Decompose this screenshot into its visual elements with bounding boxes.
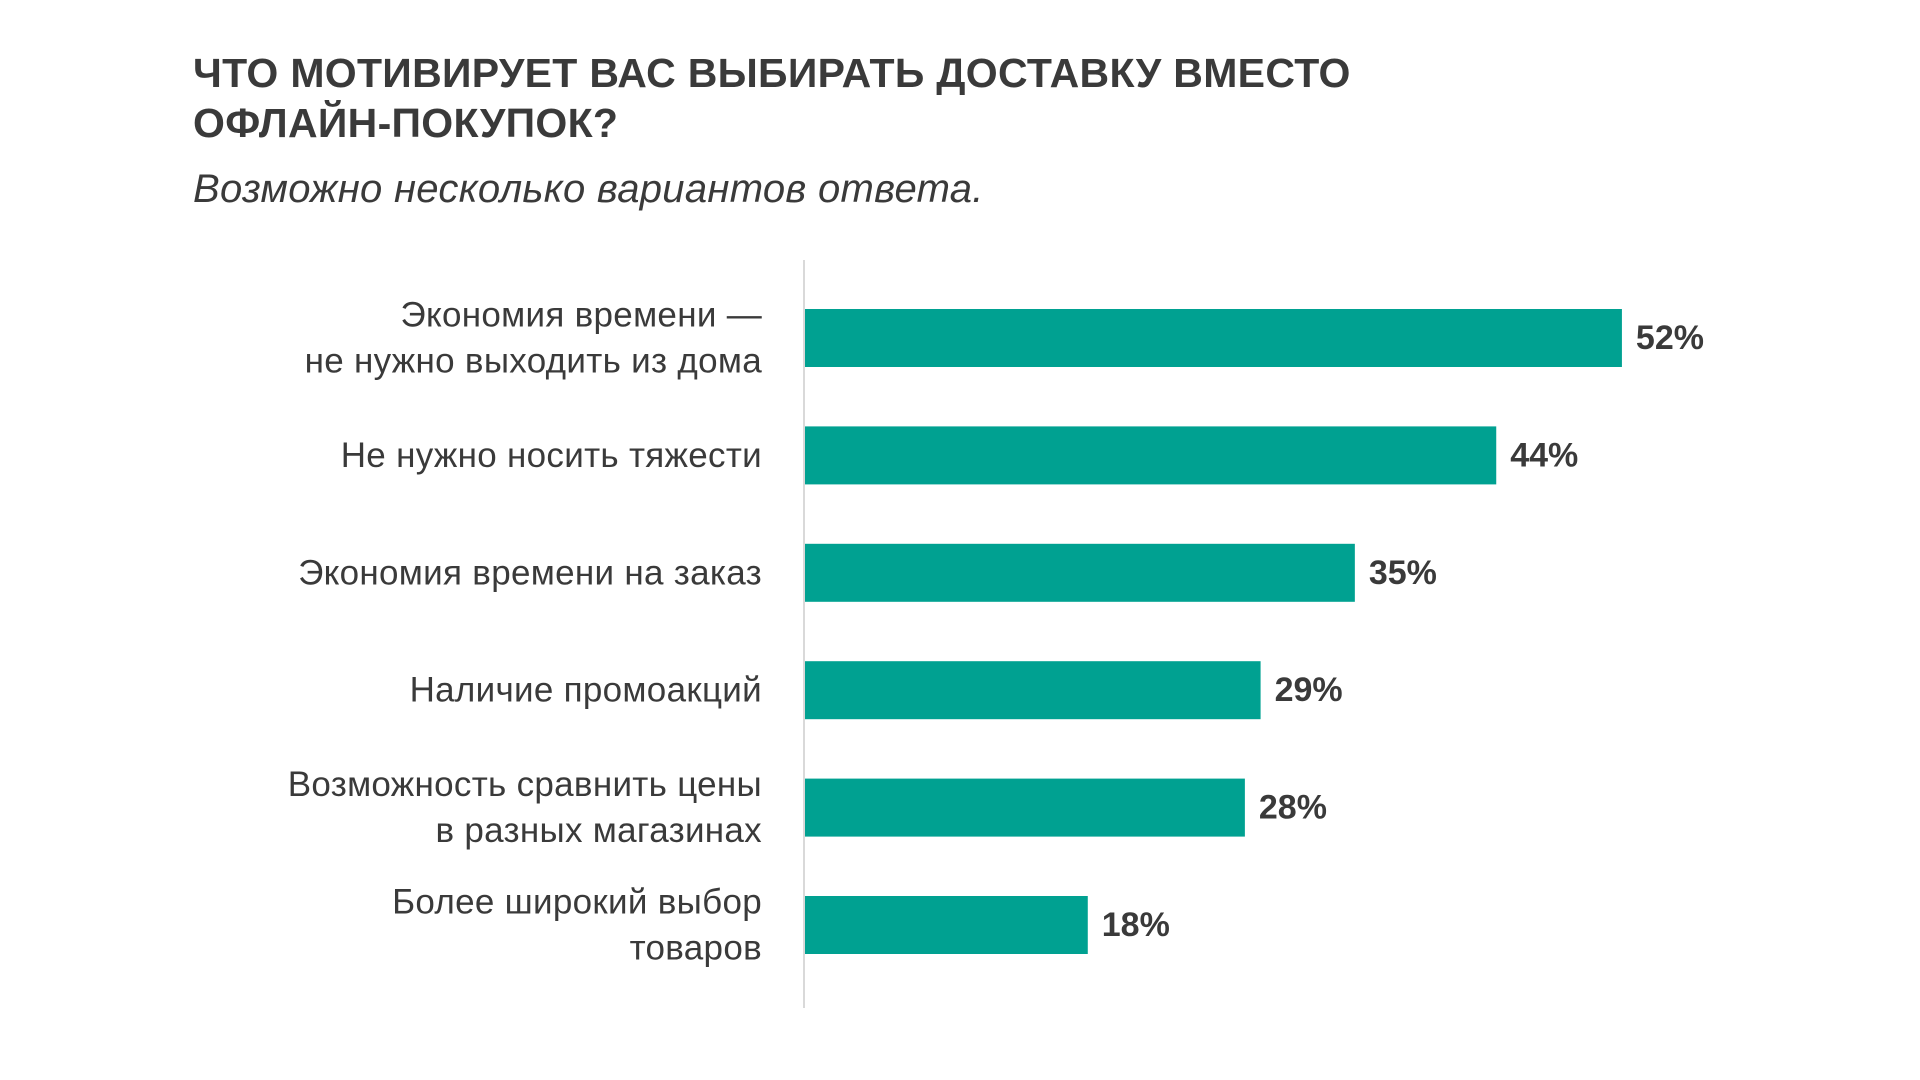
- category-label-6-line-2: товаров: [630, 929, 762, 968]
- category-label-5-line-2: в разных магазинах: [435, 811, 762, 850]
- chart-title-line-1: ЧТО МОТИВИРУЕТ ВАС ВЫБИРАТЬ ДОСТАВКУ ВМЕ…: [193, 50, 1351, 96]
- category-label-6: Более широкий выбор товаров: [392, 883, 762, 968]
- category-label-5-line-1: Возможность сравнить цены: [288, 765, 762, 804]
- value-label-1: 52%: [1636, 319, 1704, 357]
- bar-1: [805, 309, 1622, 367]
- value-label-6: 18%: [1102, 906, 1170, 944]
- category-label-2-line-1: Не нужно носить тяжести: [341, 436, 762, 475]
- chart-title: ЧТО МОТИВИРУЕТ ВАС ВЫБИРАТЬ ДОСТАВКУ ВМЕ…: [193, 48, 1593, 148]
- bar-5: [805, 778, 1245, 837]
- category-label-5: Возможность сравнить цены в разных магази…: [288, 765, 762, 850]
- bar-2: [805, 426, 1497, 485]
- category-label-6-line-1: Более широкий выбор: [392, 883, 762, 922]
- category-label-3: Экономия времени на заказ: [298, 553, 762, 592]
- value-label-4: 29%: [1275, 671, 1343, 709]
- category-label-1-line-2: не нужно выходить из дома: [305, 342, 763, 381]
- bar-6: [805, 896, 1088, 954]
- bar-3: [805, 543, 1355, 602]
- category-label-1: Экономия времени — не нужно выходить из д…: [305, 296, 763, 381]
- category-label-1-line-1: Экономия времени —: [401, 296, 762, 335]
- category-label-3-line-1: Экономия времени на заказ: [298, 553, 762, 592]
- chart-subtitle: Возможно несколько вариантов ответа.: [193, 167, 984, 211]
- category-label-2: Не нужно носить тяжести: [341, 436, 762, 475]
- chart-title-line-2: ОФЛАЙН-ПОКУПОК?: [193, 100, 619, 146]
- bar-4: [805, 661, 1261, 720]
- value-label-3: 35%: [1369, 554, 1437, 592]
- category-label-4-line-1: Наличие промоакций: [410, 671, 762, 710]
- value-label-2: 44%: [1510, 436, 1578, 474]
- value-label-5: 28%: [1259, 789, 1327, 827]
- category-label-4: Наличие промоакций: [410, 671, 762, 710]
